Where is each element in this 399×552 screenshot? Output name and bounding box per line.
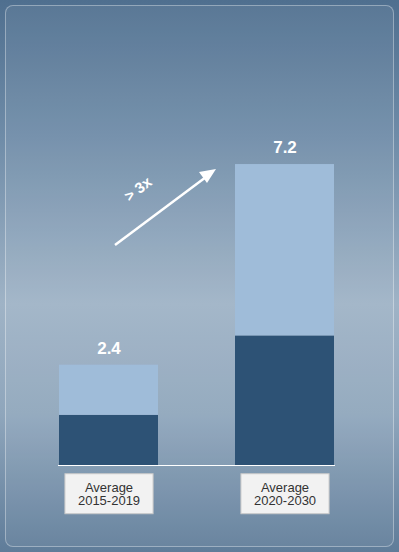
svg-text:7.2: 7.2 — [273, 138, 297, 157]
svg-text:> 3x: > 3x — [121, 173, 155, 205]
svg-text:2.4: 2.4 — [97, 339, 121, 358]
svg-text:Average2020-2030: Average2020-2030 — [254, 480, 316, 508]
svg-text:Average2015-2019: Average2015-2019 — [78, 480, 140, 508]
